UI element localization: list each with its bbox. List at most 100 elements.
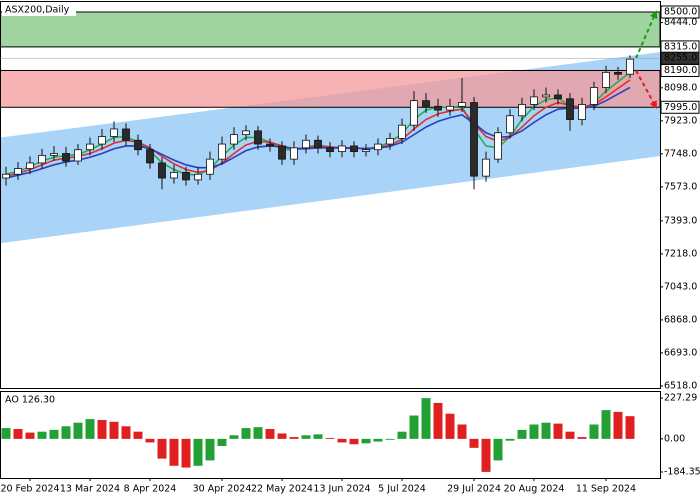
- candle-body: [350, 145, 358, 153]
- ao-bar: [1, 428, 11, 439]
- ao-bar: [301, 435, 311, 439]
- title-bg: [2, 3, 76, 16]
- candle-body: [182, 171, 190, 181]
- ao-bar: [97, 420, 107, 439]
- x-tick-label: 13 Mar 2024: [60, 484, 120, 495]
- candle-body: [314, 139, 322, 149]
- candle-body: [50, 153, 58, 156]
- ao-bar: [541, 422, 551, 439]
- ao-bar: [409, 415, 419, 439]
- candle-body: [554, 94, 562, 100]
- candle-body: [158, 162, 166, 179]
- candle-body: [470, 102, 478, 177]
- ao-bar: [37, 431, 47, 439]
- zone: [0, 11, 661, 48]
- ao-bar: [373, 438, 383, 442]
- ao-bar: [313, 434, 323, 439]
- ao-bar: [325, 437, 335, 439]
- ao-bar: [205, 438, 215, 461]
- candle-body: [506, 115, 514, 134]
- ao-bar: [529, 424, 539, 439]
- ao-bar: [613, 411, 623, 439]
- candle-body: [362, 149, 370, 153]
- oscillator-frame: [0, 391, 661, 479]
- candle-body: [230, 134, 238, 145]
- candle-body: [74, 149, 82, 162]
- ao-bar: [397, 431, 407, 439]
- candle-body: [494, 132, 502, 160]
- candle-body: [2, 173, 10, 179]
- price-label: 8190.0: [664, 65, 697, 76]
- candle-body: [62, 153, 70, 162]
- candle-body: [290, 147, 298, 160]
- ao-bar: [601, 410, 611, 439]
- ao-bar: [85, 419, 95, 439]
- osc-tick-label: 227.29: [664, 393, 697, 404]
- y-tick-label: 7043.0: [664, 281, 697, 292]
- ao-bar: [253, 427, 263, 439]
- candle-body: [98, 136, 106, 145]
- price-label-box: [660, 5, 700, 19]
- candle-body: [482, 158, 490, 177]
- forecast-arrow: [635, 10, 658, 59]
- candle-body: [146, 149, 154, 164]
- ao-bar: [265, 428, 275, 439]
- candle-body: [194, 173, 202, 181]
- ao-bar: [61, 426, 71, 439]
- ao-bar: [565, 431, 575, 439]
- candle-body: [122, 128, 130, 141]
- y-tick-label: 7393.0: [664, 215, 697, 226]
- ao-bar: [469, 438, 479, 448]
- x-tick-label: 11 Sep 2024: [576, 484, 636, 495]
- y-tick-label: 8098.0: [664, 82, 697, 93]
- ao-bar: [241, 428, 251, 439]
- y-tick-label: 6693.0: [664, 347, 697, 358]
- y-tick-label: 7923.0: [664, 115, 697, 126]
- candle-body: [626, 58, 634, 75]
- candle-body: [590, 87, 598, 105]
- ao-bar: [169, 438, 179, 466]
- candle-body: [602, 71, 610, 88]
- ao-bar: [49, 429, 59, 439]
- ao-bar: [13, 428, 23, 439]
- candle-body: [254, 130, 262, 145]
- ao-bar: [577, 437, 587, 439]
- ao-bar: [505, 438, 515, 441]
- ao-bar: [517, 429, 527, 439]
- candle-body: [278, 145, 286, 160]
- y-tick-label: 6868.0: [664, 314, 697, 325]
- candle-body: [302, 139, 310, 149]
- ao-bar: [589, 424, 599, 439]
- ao-bar: [361, 438, 371, 444]
- candle-body: [338, 145, 346, 153]
- price-label-box: [660, 51, 700, 65]
- candle-body: [566, 98, 574, 120]
- candle-body: [434, 105, 442, 111]
- candle-body: [446, 105, 454, 111]
- x-tick-label: 20 Aug 2024: [504, 484, 565, 495]
- ao-bar: [73, 422, 83, 439]
- ao-bar: [289, 437, 299, 439]
- candle-body: [614, 71, 622, 75]
- y-tick-label: 7218.0: [664, 248, 697, 259]
- candle-body: [410, 100, 418, 126]
- candle-body: [578, 104, 586, 120]
- x-tick-label: 30 Apr 2024: [193, 484, 252, 495]
- candle-body: [422, 100, 430, 107]
- candle-body: [398, 124, 406, 139]
- y-tick-label: 7573.0: [664, 181, 697, 192]
- zone: [0, 69, 661, 108]
- ao-bar: [25, 432, 35, 439]
- candle-body: [530, 96, 538, 105]
- ao-bar: [157, 438, 167, 459]
- price-label: 8315.0: [664, 41, 697, 52]
- candle-body: [110, 128, 118, 137]
- candle-body: [242, 130, 250, 136]
- ao-bar: [181, 438, 191, 468]
- y-tick-label: 8444.0: [664, 17, 697, 28]
- ao-bar: [625, 416, 635, 439]
- ao-bar: [217, 438, 227, 447]
- candle-body: [134, 139, 142, 151]
- candle-body: [386, 138, 394, 145]
